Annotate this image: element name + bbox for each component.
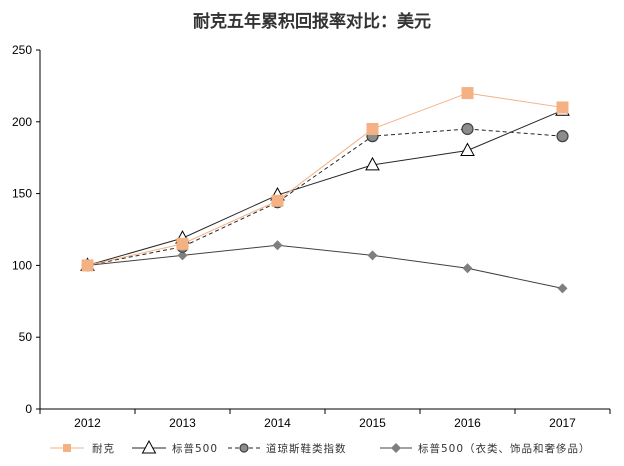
series-line-4 bbox=[87, 244, 563, 289]
data-point-series-1 bbox=[81, 259, 94, 272]
x-tick-label: 2012 bbox=[74, 416, 101, 430]
data-point-series-4 bbox=[367, 250, 378, 261]
y-tick-label: 100 bbox=[12, 258, 32, 272]
data-point-series-4 bbox=[177, 250, 188, 261]
series-line-2 bbox=[87, 109, 563, 266]
legend-marker-3 bbox=[239, 443, 249, 453]
y-tick-label: 0 bbox=[25, 402, 32, 416]
plot-lines bbox=[87, 92, 563, 289]
axes: 0 50 100 150 200 250 2012 2013 2014 2015 2016 2017 bbox=[12, 43, 611, 430]
data-point-series-4 bbox=[557, 283, 568, 294]
x-tick-label: 2014 bbox=[264, 416, 291, 430]
series-line-1 bbox=[87, 92, 563, 266]
y-tick-label: 150 bbox=[12, 187, 32, 201]
data-point-series-1 bbox=[271, 194, 284, 207]
plot-markers bbox=[80, 87, 570, 294]
data-point-series-1 bbox=[461, 87, 474, 100]
data-point-series-2 bbox=[460, 142, 475, 157]
data-point-series-4 bbox=[462, 263, 473, 274]
chart-title: 耐克五年累积回报率对比：美元 bbox=[193, 11, 431, 32]
y-tick-label: 50 bbox=[19, 330, 33, 344]
x-tick-label: 2013 bbox=[169, 416, 196, 430]
legend-marker-4 bbox=[391, 443, 401, 453]
y-tick-label: 200 bbox=[12, 115, 32, 129]
legend-label-1: 耐克 bbox=[92, 442, 115, 455]
data-point-series-1 bbox=[176, 237, 189, 250]
legend: 耐克 标普500 道琼斯鞋类指数 标普500（衣类、饰品和奢侈品） bbox=[50, 439, 591, 455]
legend-label-4: 标普500（衣类、饰品和奢侈品） bbox=[418, 442, 591, 455]
data-point-series-1 bbox=[556, 101, 569, 114]
legend-label-2: 标普500 bbox=[172, 442, 218, 455]
x-tick-label: 2016 bbox=[454, 416, 481, 430]
data-point-series-4 bbox=[272, 240, 283, 251]
data-point-series-3 bbox=[556, 130, 569, 143]
legend-marker-2 bbox=[141, 439, 157, 454]
legend-label-3: 道琼斯鞋类指数 bbox=[266, 442, 347, 455]
series-line-3 bbox=[87, 128, 563, 266]
data-point-series-3 bbox=[461, 122, 474, 136]
legend-marker-1 bbox=[63, 444, 71, 452]
y-tick-label: 250 bbox=[12, 43, 32, 57]
x-tick-label: 2017 bbox=[549, 416, 576, 430]
data-point-series-2 bbox=[365, 156, 380, 171]
x-tick-label: 2015 bbox=[359, 416, 386, 430]
data-point-series-1 bbox=[366, 122, 379, 135]
